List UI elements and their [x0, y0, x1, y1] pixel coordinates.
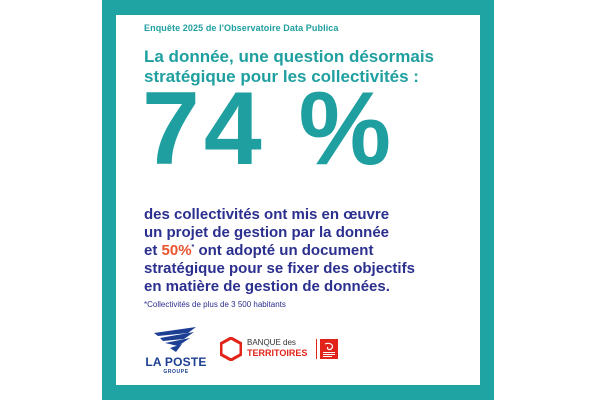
caisse-des-depots-icon [320, 339, 338, 359]
footnote-mark: * [191, 244, 195, 251]
infographic-card: Enquête 2025 de l'Observatoire Data Publ… [116, 15, 480, 385]
la-poste-sub: GROUPE [163, 369, 189, 375]
body-line-1: des collectivités ont mis en œuvre [144, 206, 390, 223]
body-text: des collectivités ont mis en œuvre un pr… [144, 206, 474, 296]
headline: La donnée, une question désormais straté… [144, 47, 464, 87]
survey-label: Enquête 2025 de l'Observatoire Data Publ… [144, 23, 339, 33]
body-line-3-prefix: et [144, 242, 158, 259]
banque-des-territoires-logo: BANQUE des TERRITOIRES [220, 335, 340, 365]
footnote: *Collectivités de plus de 3 500 habitant… [144, 300, 286, 309]
body-line-3: et 50%* ont adopté un document [144, 242, 474, 260]
big-stat: 74 % [142, 71, 396, 187]
banque-separator [316, 339, 317, 359]
banque-line-2: TERRITOIRES [247, 348, 308, 358]
body-line-5: en matière de gestion de données. [144, 278, 390, 295]
la-poste-bird-icon [154, 327, 196, 352]
body-line-4: stratégique pour se fixer des objectifs [144, 260, 415, 277]
headline-line-2: stratégique pour les collectivités : [144, 67, 419, 86]
la-poste-logo: LA POSTE GROUPE [140, 327, 212, 377]
body-line-3-suffix: ont adopté un document [198, 242, 374, 259]
banque-line-1: BANQUE des [247, 338, 296, 347]
headline-line-1: La donnée, une question désormais [144, 47, 434, 66]
body-line-2: un projet de gestion par la donnée [144, 224, 390, 241]
la-poste-name: LA POSTE [145, 355, 207, 369]
body-stat-50: 50% [161, 242, 192, 259]
banque-hexagon-icon [220, 337, 242, 361]
